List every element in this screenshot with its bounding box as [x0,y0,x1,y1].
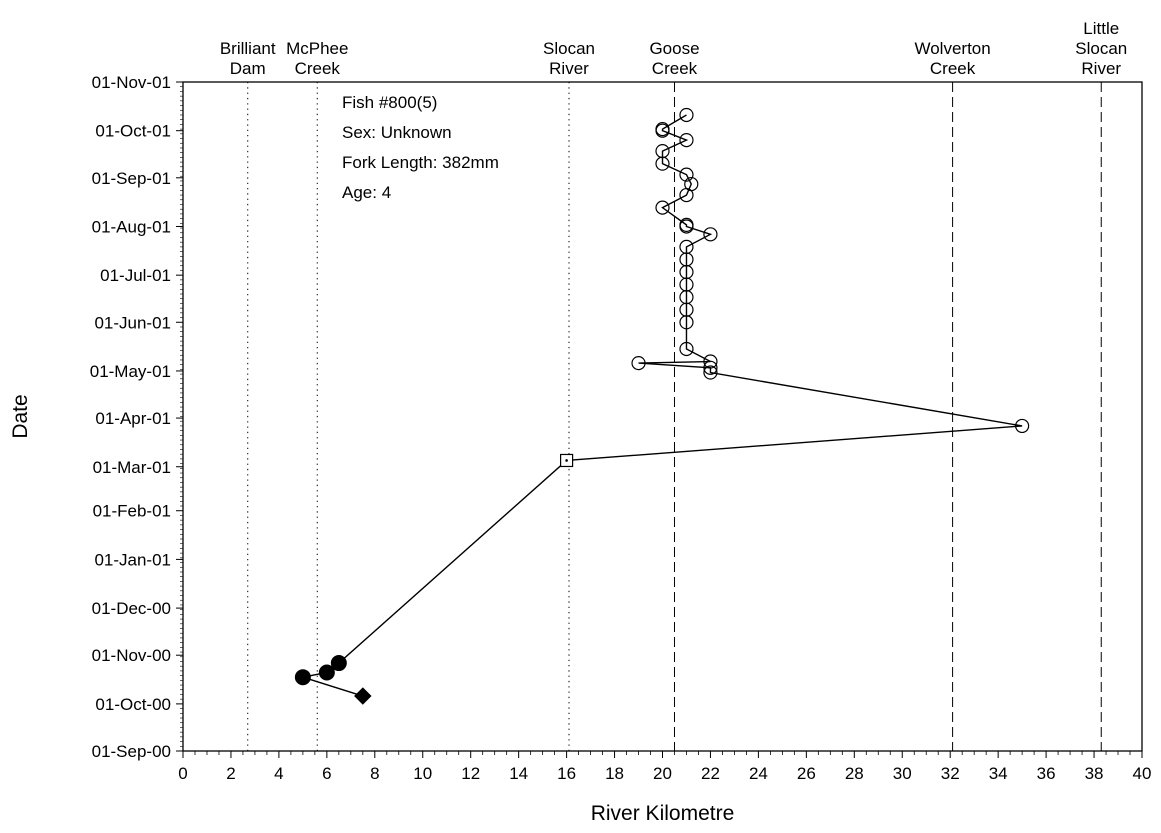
fish-info-line: Age: 4 [342,183,391,202]
x-tick-label: 12 [461,764,480,783]
y-tick-label: 01-Nov-00 [92,646,171,665]
x-tick-label: 4 [274,764,283,783]
site-label: Creek [295,59,341,78]
site-label: River [549,59,589,78]
open-circle-marker [679,167,694,182]
open-circle-marker [703,365,718,380]
open-circle-marker [679,133,694,148]
open-circle-marker [655,200,670,215]
x-tick-label: 40 [1133,764,1152,783]
site-label: Slocan [543,39,595,58]
open-circle-marker [1015,418,1030,434]
x-tick-label: 34 [989,764,1008,783]
open-circle-marker [703,360,718,375]
y-tick-label: 01-Oct-00 [95,695,171,714]
open-circle-marker [631,356,646,371]
fish-info-annotations: Fish #800(5) Sex: Unknown Fork Length: 382… [342,93,499,202]
x-tick-label: 8 [370,764,379,783]
site-label: Goose [649,39,699,58]
track-polyline [302,114,1023,697]
x-tick-label: 38 [1085,764,1104,783]
open-circle-marker [703,227,718,242]
filled-circle-marker [330,655,347,672]
x-axis-title: River Kilometre [591,802,735,825]
site-label: Wolverton [914,39,990,58]
y-axis-title: Date [9,394,32,438]
square-center-dot [565,459,568,462]
y-tick-label: 01-Sep-01 [92,169,171,188]
x-tick-label: 24 [749,764,768,783]
open-circle-marker [679,239,694,254]
x-tick-label: 36 [1037,764,1056,783]
filled-circle-marker [318,664,335,681]
open-circle-marker [679,341,694,357]
y-tick-label: 01-Jan-01 [94,550,171,569]
site-label: Brilliant [220,39,276,58]
fish-info-line: Sex: Unknown [342,123,452,142]
y-tick-label: 01-Apr-01 [95,409,171,428]
x-tick-label: 28 [845,764,864,783]
fish-detection-markers [294,107,1030,705]
open-circle-marker [703,354,718,369]
open-circle-marker [655,122,670,137]
fish-info-line: Fish #800(5) [342,93,437,112]
fish-info-line: Fork Length: 382mm [342,153,499,172]
reference-lines [247,82,1102,751]
site-label: Slocan [1075,39,1127,58]
site-label: Little [1083,19,1119,38]
y-tick-label: 01-Oct-01 [95,122,171,141]
open-circle-marker [655,143,670,159]
site-label: River [1081,59,1121,78]
y-tick-label: 01-Dec-00 [92,599,171,618]
open-circle-marker [679,107,694,123]
site-label: Creek [652,59,698,78]
x-tick-label: 18 [605,764,624,783]
open-circle-marker [684,176,699,192]
x-tick-label: 6 [322,764,331,783]
x-tick-label: 0 [178,764,187,783]
x-tick-label: 2 [226,764,235,783]
x-tick-label: 14 [509,764,528,783]
y-tick-label: 01-Nov-01 [92,73,171,92]
x-tick-label: 32 [941,764,960,783]
open-circle-marker [679,217,694,233]
site-labels: BrilliantDamMcPheeCreekSlocanRiverGooseC… [220,19,1127,78]
y-tick-label: 01-Jul-01 [100,266,171,285]
x-tick-label: 26 [797,764,816,783]
x-axis-ticks: 0 2 4 6 8 10 12 14 16 18 20 22 24 26 28 30 32 34 36 38 40 [178,751,1151,783]
filled-circle-marker [294,669,311,686]
filled-diamond-marker [354,687,372,705]
y-tick-label: 01-Aug-01 [92,217,171,236]
plot-area-frame [182,81,1143,752]
x-tick-label: 20 [653,764,672,783]
y-tick-label: 01-Feb-01 [93,502,171,521]
y-tick-label: 01-Sep-00 [92,742,171,761]
y-tick-label: 01-Mar-01 [93,458,171,477]
x-tick-label: 22 [701,764,720,783]
site-label: Creek [930,59,976,78]
x-tick-label: 10 [413,764,432,783]
site-label: Dam [230,59,266,78]
y-axis-ticks: 01-Sep-00 01-Oct-00 01-Nov-00 01-Dec-00 01-J… [90,73,183,761]
fish-track-line [302,114,1023,697]
y-tick-label: 01-May-01 [90,362,171,381]
y-tick-label: 01-Jun-01 [94,313,171,332]
x-tick-label: 30 [893,764,912,783]
site-label: McPhee [286,39,348,58]
x-tick-label: 16 [557,764,576,783]
